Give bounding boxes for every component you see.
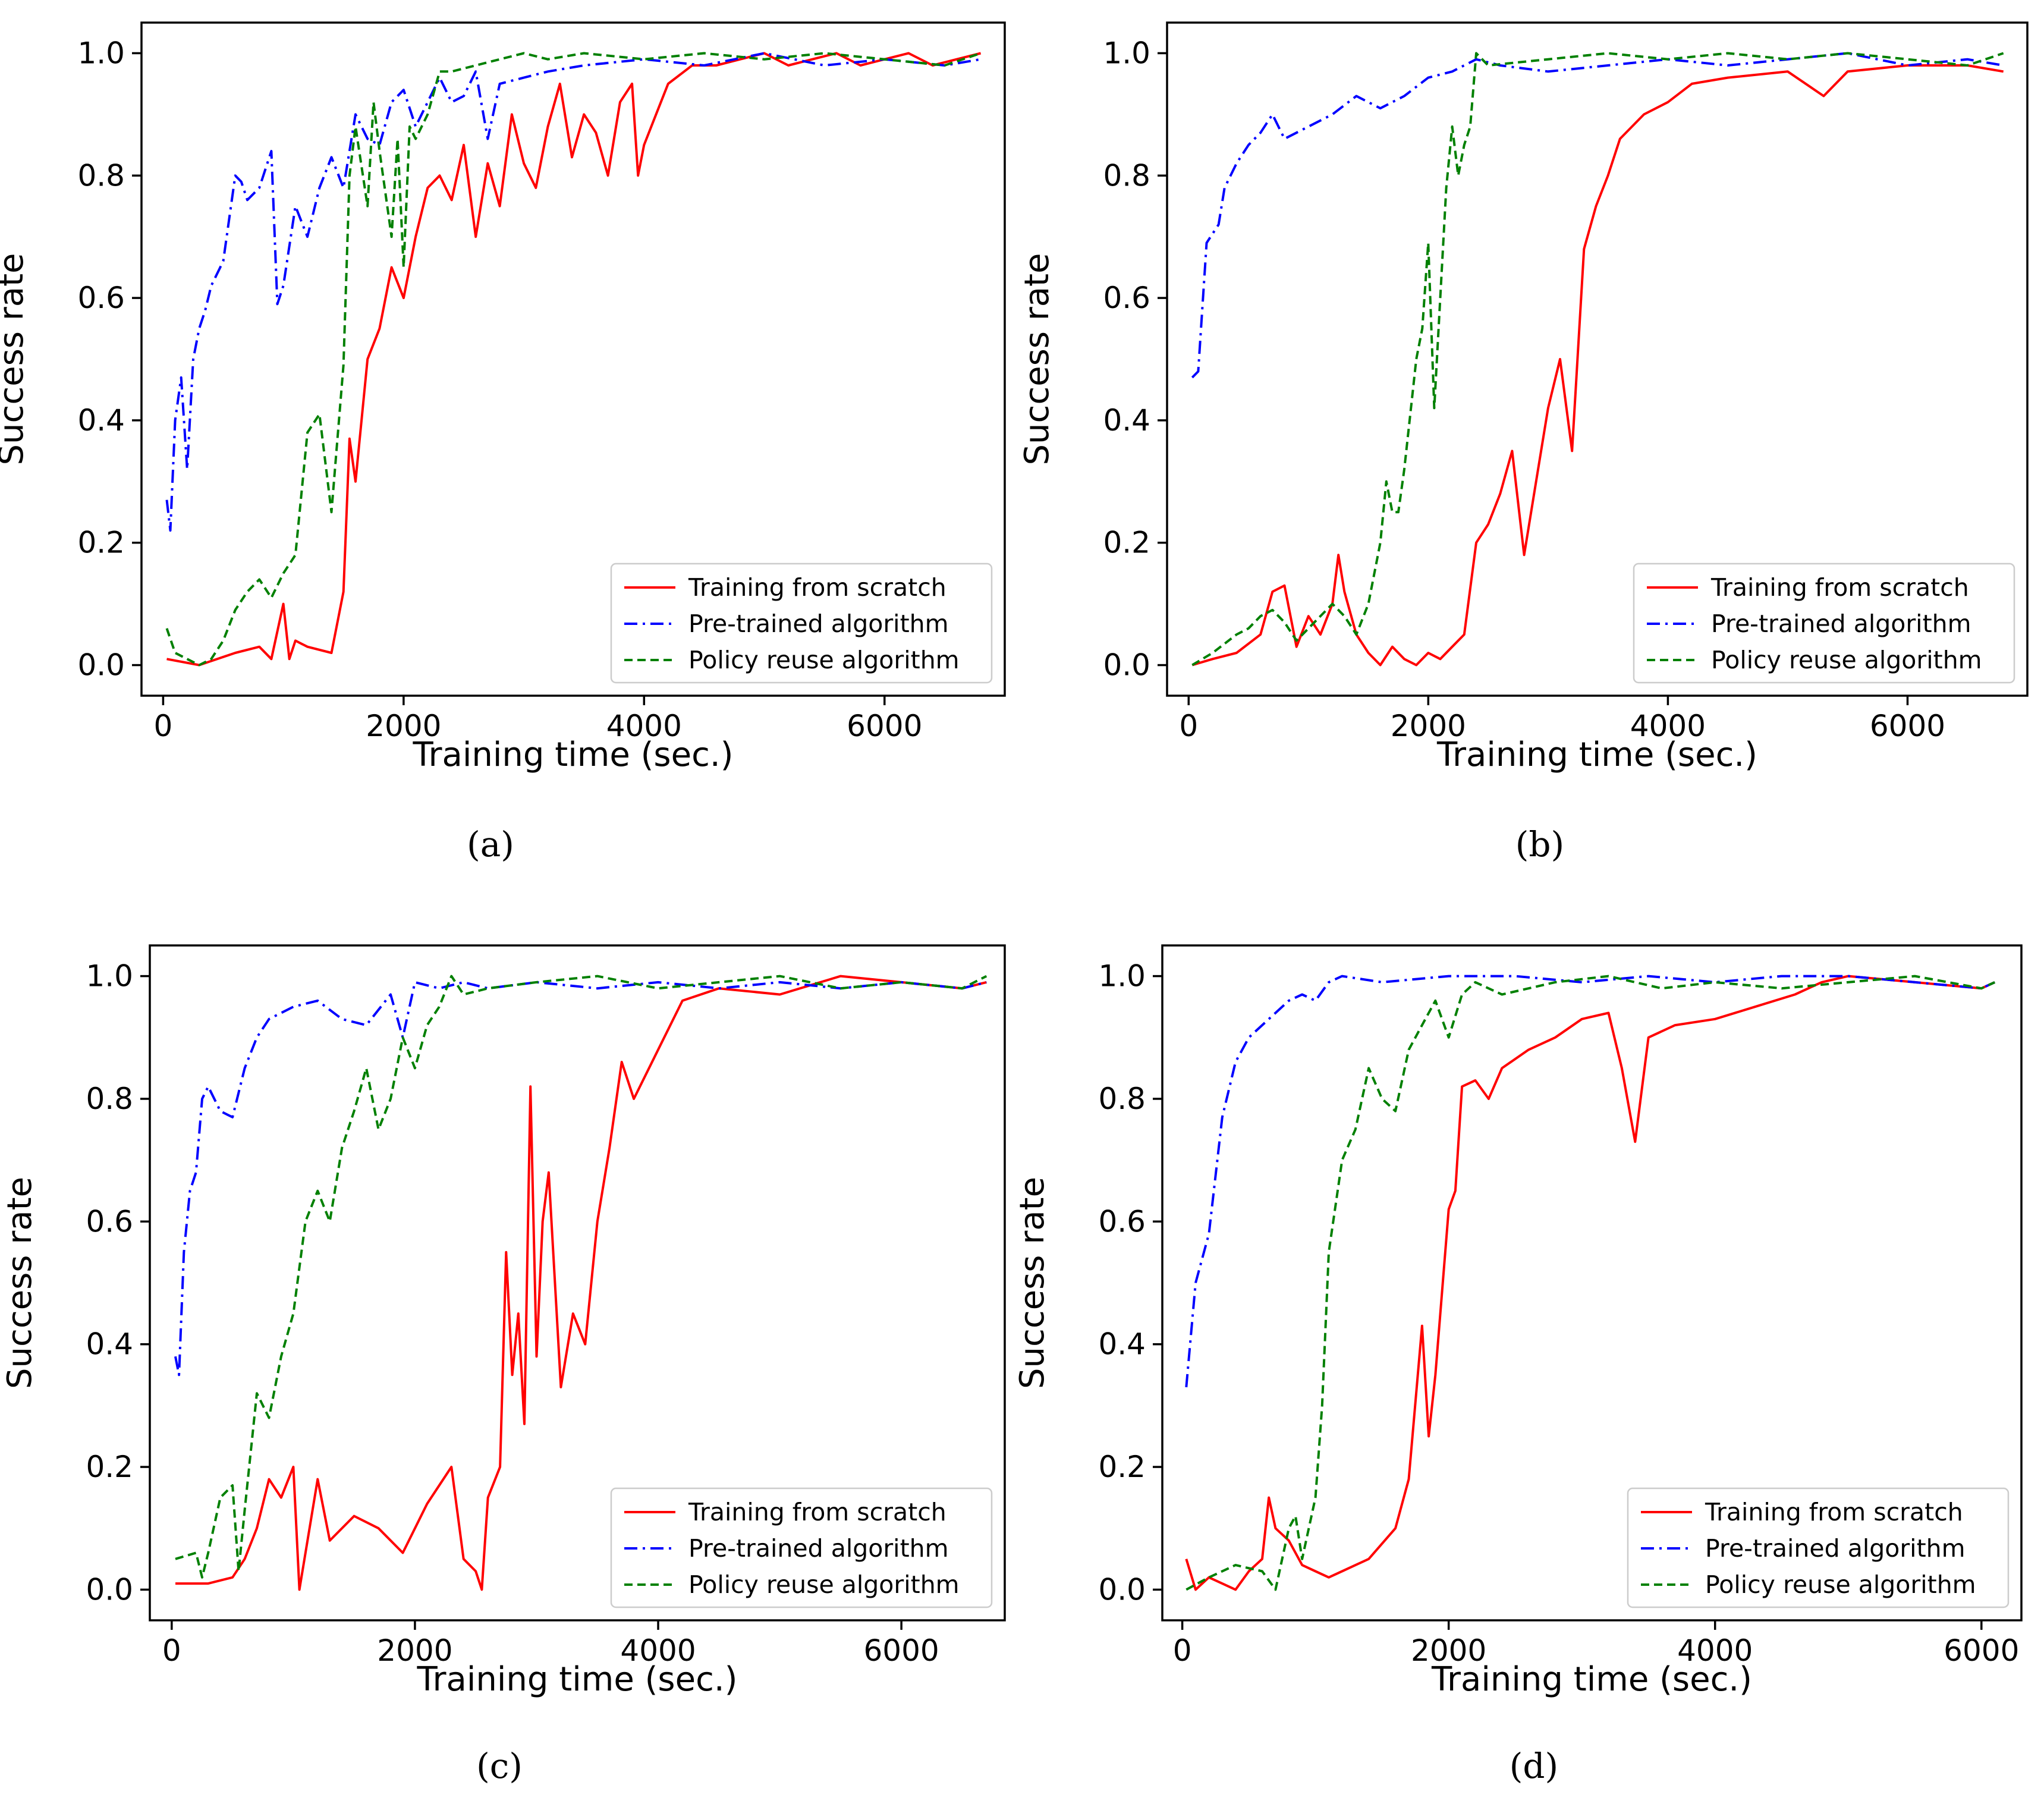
series-line-pretrained: [1185, 975, 1996, 1388]
y-tick-label: 0.2: [77, 526, 125, 560]
x-tick-label: 6000: [1944, 1633, 2019, 1668]
panel-caption: (a): [467, 824, 514, 865]
x-tick-label: 2000: [377, 1633, 452, 1668]
y-tick-label: 0.4: [77, 403, 125, 438]
y-tick-label: 0.0: [77, 648, 125, 683]
y-tick-label: 0.0: [1098, 1572, 1146, 1607]
y-tick-label: 0.6: [1098, 1204, 1146, 1239]
y-tick-label: 0.4: [86, 1327, 133, 1362]
series-line-reuse: [175, 975, 988, 1579]
plot-frame: [1166, 21, 2029, 697]
x-axis-label: Training time (sec.): [1431, 1660, 1752, 1699]
x-tick-label: 6000: [847, 709, 922, 743]
series-line-pretrained: [1191, 52, 2004, 379]
y-axis-label: Success rate: [1, 1177, 39, 1389]
x-tick-label: 4000: [1677, 1633, 1753, 1668]
series-line-scratch: [1191, 64, 2004, 667]
x-tick-label: 0: [1179, 709, 1198, 743]
legend-label: Policy reuse algorithm: [1705, 1570, 1976, 1599]
legend-label: Pre-trained algorithm: [688, 609, 949, 638]
y-tick-label: 0.2: [86, 1450, 133, 1484]
x-tick-label: 0: [153, 709, 172, 743]
plot-frame: [1161, 944, 2023, 1622]
series-line-scratch: [166, 52, 982, 667]
chart-panel-c: 0 2000 4000 6000 0.0 0.2 0.4 0.6 0.8 1.0 Training …: [1, 944, 1006, 1786]
series-line-reuse: [1191, 52, 2004, 667]
chart-panel-a: 0 2000 4000 6000 0.0 0.2 0.4 0.6 0.8 1.0 Training …: [0, 21, 1006, 865]
series-line-reuse: [1185, 975, 1996, 1591]
legend: Training from scratch Pre-trained algorit…: [610, 563, 993, 684]
y-axis-label: Success rate: [1013, 1177, 1052, 1389]
y-axis-label: Success rate: [0, 253, 31, 466]
legend-label: Pre-trained algorithm: [688, 1534, 949, 1563]
y-tick-label: 0.8: [1098, 1082, 1146, 1116]
y-tick-label: 1.0: [1103, 36, 1150, 70]
legend-box: [1627, 1487, 2010, 1608]
x-tick-label: 4000: [1630, 709, 1706, 743]
x-axis-label: Training time (sec.): [1436, 736, 1757, 774]
x-axis-label: Training time (sec.): [413, 736, 734, 774]
legend-box: [610, 1487, 993, 1608]
x-tick-label: 2000: [1411, 1633, 1486, 1668]
series-line-scratch: [1185, 975, 1996, 1591]
legend-label: Policy reuse algorithm: [688, 1570, 960, 1599]
y-axis-label: Success rate: [1018, 253, 1056, 466]
series-line-scratch: [175, 975, 987, 1591]
legend: Training from scratch Pre-trained algorit…: [1627, 1487, 2010, 1608]
legend-label: Training from scratch: [1710, 573, 1969, 602]
legend-label: Training from scratch: [688, 573, 946, 602]
legend-label: Pre-trained algorithm: [1705, 1534, 1966, 1563]
x-axis-label: Training time (sec.): [417, 1660, 738, 1699]
x-tick-label: 0: [162, 1633, 181, 1668]
legend: Training from scratch Pre-trained algorit…: [610, 1487, 993, 1608]
y-tick-label: 0.2: [1103, 526, 1150, 560]
legend-label: Training from scratch: [688, 1498, 946, 1526]
x-tick-label: 4000: [606, 709, 682, 743]
y-tick-label: 0.2: [1098, 1450, 1146, 1484]
y-tick-label: 0.8: [77, 158, 125, 193]
y-tick-label: 0.4: [1103, 403, 1150, 438]
plot-frame: [140, 21, 1006, 697]
x-tick-label: 2000: [366, 709, 441, 743]
y-tick-label: 0.6: [1103, 281, 1150, 315]
y-tick-label: 0.6: [77, 281, 125, 315]
legend-label: Policy reuse algorithm: [688, 646, 960, 674]
plot-frame: [149, 944, 1006, 1622]
series-line-pretrained: [165, 52, 981, 532]
chart-panel-b: 0 2000 4000 6000 0.0 0.2 0.4 0.6 0.8 1.0 Training …: [1018, 21, 2029, 865]
y-tick-label: 0.8: [1103, 158, 1150, 193]
series-line-pretrained: [174, 981, 987, 1377]
y-tick-label: 1.0: [77, 36, 125, 70]
y-tick-label: 1.0: [1098, 959, 1146, 994]
panel-caption: (d): [1510, 1746, 1558, 1786]
legend-label: Pre-trained algorithm: [1711, 609, 1971, 638]
x-tick-label: 4000: [620, 1633, 696, 1668]
y-tick-label: 0.0: [1103, 648, 1150, 683]
legend-box: [610, 563, 993, 684]
legend: Training from scratch Pre-trained algorit…: [1633, 563, 2015, 684]
x-tick-label: 6000: [1870, 709, 1945, 743]
y-tick-label: 0.4: [1098, 1327, 1146, 1362]
x-tick-label: 2000: [1391, 709, 1466, 743]
legend-box: [1633, 563, 2015, 684]
panel-caption: (c): [476, 1746, 523, 1786]
chart-panel-d: 0 2000 4000 6000 0.0 0.2 0.4 0.6 0.8 1.0 Training …: [1013, 944, 2023, 1786]
y-tick-label: 0.8: [86, 1082, 133, 1116]
series-line-reuse: [165, 52, 982, 667]
x-tick-label: 6000: [864, 1633, 939, 1668]
y-tick-label: 1.0: [86, 959, 133, 994]
legend-label: Training from scratch: [1705, 1498, 1963, 1526]
x-tick-label: 0: [1173, 1633, 1192, 1668]
panel-caption: (b): [1515, 824, 1564, 865]
legend-label: Policy reuse algorithm: [1711, 646, 1982, 674]
y-tick-label: 0.0: [86, 1572, 133, 1607]
y-tick-label: 0.6: [86, 1204, 133, 1239]
